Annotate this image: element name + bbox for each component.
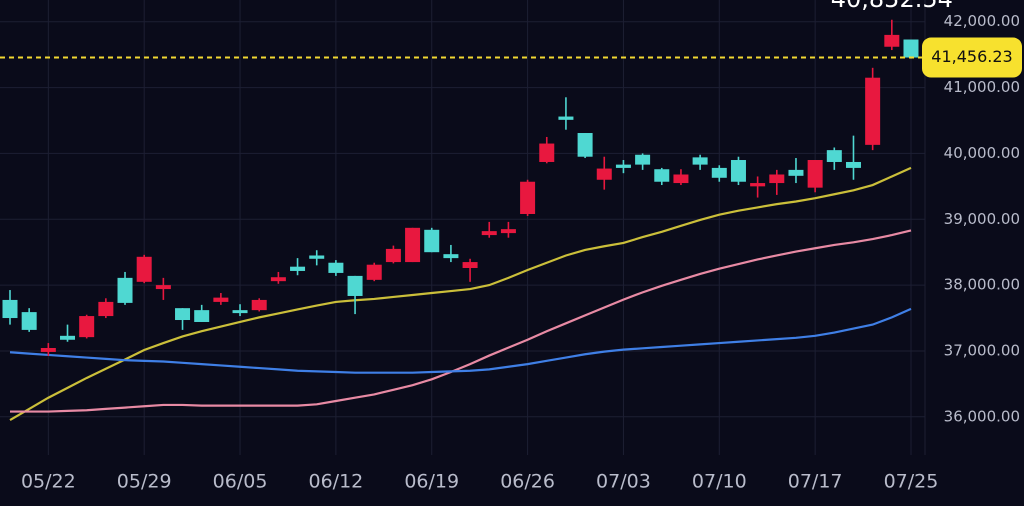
candle-body — [98, 301, 114, 317]
candle-body — [194, 310, 210, 322]
candle-body — [251, 299, 267, 311]
candle-body — [520, 181, 536, 215]
candle-body — [328, 262, 344, 273]
candle-body — [903, 39, 919, 58]
candle-body — [615, 164, 631, 168]
candle-body — [577, 133, 593, 157]
x-tick-label: 05/29 — [117, 471, 172, 493]
ma-line — [9, 166, 912, 422]
candle-body — [826, 150, 842, 162]
candle-body — [865, 77, 881, 145]
candle-body — [155, 285, 171, 290]
x-tick-label: 06/26 — [500, 471, 555, 493]
candle-body — [481, 231, 497, 236]
candle-body — [654, 169, 670, 182]
y-tick-label: 38,000.00 — [944, 276, 1020, 294]
ma-line — [10, 229, 912, 413]
ma-line — [9, 307, 912, 374]
candle-body — [673, 174, 689, 184]
candle-body — [366, 264, 382, 280]
candle-body — [213, 297, 229, 302]
candle-body — [79, 316, 95, 338]
candle-body — [443, 254, 459, 259]
candle-body — [500, 229, 516, 234]
candle-body — [21, 312, 37, 330]
candle-body — [635, 154, 651, 165]
x-tick-label: 06/05 — [213, 471, 268, 493]
x-tick-label: 06/19 — [404, 471, 459, 493]
candle-body — [175, 308, 191, 321]
candle-body — [807, 160, 823, 188]
candle-body — [845, 161, 861, 168]
y-tick-label: 40,000.00 — [944, 144, 1020, 162]
candle-body — [309, 255, 325, 259]
y-tick-label: 36,000.00 — [944, 407, 1020, 425]
x-tick-label: 07/10 — [692, 471, 747, 493]
x-tick-label: 05/22 — [21, 471, 76, 493]
candle-body — [711, 167, 727, 178]
candle-body — [884, 34, 900, 47]
candle-body — [405, 227, 421, 263]
x-tick-label: 07/03 — [596, 471, 651, 493]
price-tag-label: 41,456.23 — [931, 47, 1012, 66]
y-tick-label: 37,000.00 — [944, 341, 1020, 359]
candle-body — [117, 277, 133, 303]
candle-body — [270, 277, 286, 282]
candle-body — [424, 229, 440, 253]
candle-body — [558, 116, 574, 120]
candle-body — [290, 266, 306, 271]
candle-body — [788, 169, 804, 176]
candle-body — [769, 174, 785, 184]
candle-body — [136, 256, 152, 282]
candle-body — [692, 157, 708, 165]
candle-body — [385, 248, 401, 263]
candle-body — [730, 160, 746, 182]
candle-body — [347, 275, 363, 296]
x-tick-label: 07/25 — [884, 471, 939, 493]
y-tick-label: 39,000.00 — [944, 210, 1020, 228]
candle-body — [2, 299, 18, 319]
high-annotation: 40,852.54 — [831, 0, 953, 13]
candle-body — [462, 262, 478, 268]
candle-body — [539, 143, 555, 162]
candle-body — [750, 183, 766, 187]
candle-body — [40, 347, 56, 352]
candle-body — [60, 335, 76, 340]
x-tick-label: 07/17 — [788, 471, 843, 493]
y-tick-label: 41,000.00 — [944, 78, 1020, 96]
x-tick-label: 06/12 — [309, 471, 364, 493]
candle-body — [596, 168, 612, 180]
y-tick-label: 42,000.00 — [944, 12, 1020, 30]
price-tag — [922, 37, 1022, 78]
candle-body — [232, 310, 248, 314]
